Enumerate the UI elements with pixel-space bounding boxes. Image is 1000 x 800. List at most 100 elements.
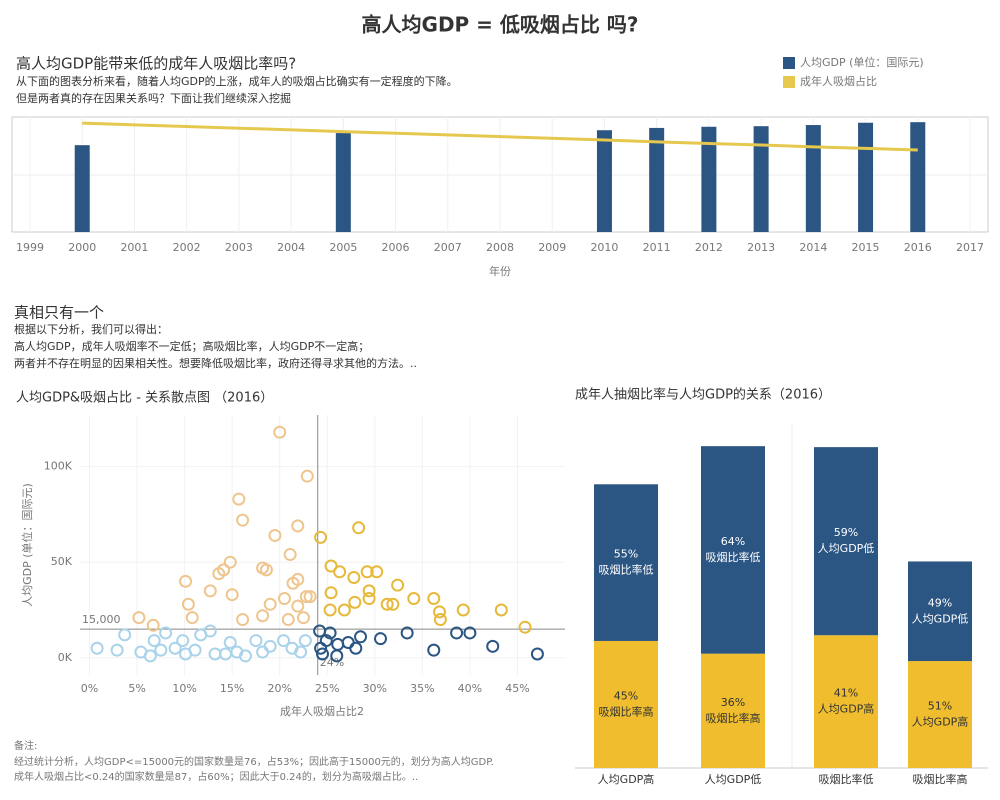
point [330, 649, 344, 663]
point [188, 643, 202, 657]
segment-group: 人均GDP高 [818, 702, 875, 716]
segment-share: 41% [834, 687, 858, 700]
point [494, 603, 508, 617]
legend-swatch [783, 57, 795, 69]
point [146, 618, 160, 632]
segment-group: 吸烟比率低 [599, 563, 654, 577]
chart-title: 高人均GDP能带来低的成年人吸烟比率吗? [16, 55, 296, 73]
point [352, 521, 366, 535]
x-tick-label: 2012 [695, 241, 723, 254]
point [256, 645, 270, 659]
x-tick-label: 1999 [16, 241, 44, 254]
point [263, 639, 277, 653]
x-tick-label: 5% [128, 682, 145, 695]
bar-segment [701, 446, 765, 654]
point [323, 603, 337, 617]
point [362, 584, 376, 598]
bar [805, 125, 821, 232]
point [530, 647, 544, 661]
point [294, 645, 308, 659]
y-tick-label: 100K [44, 460, 73, 473]
point [281, 613, 295, 627]
x-tick-label: 人均GDP高 [598, 772, 655, 786]
point [110, 643, 124, 657]
point [316, 647, 329, 661]
bar-segment [908, 661, 972, 768]
point [118, 628, 132, 642]
point [176, 634, 190, 648]
segment-share: 36% [721, 696, 745, 709]
point [433, 613, 447, 627]
point [391, 578, 405, 592]
point [319, 634, 333, 648]
x-axis-label: 成年人吸烟占比2 [280, 704, 364, 718]
point [277, 634, 291, 648]
point [400, 626, 414, 640]
notes-heading: 备注: [14, 739, 37, 752]
y-tick-label: 0K [58, 651, 73, 664]
notes-line: 成年人吸烟占比<0.24的国家数量是87，占60%；因此大于0.24的，划分为高… [14, 770, 418, 783]
x-axis-label: 年份 [489, 264, 511, 278]
point [203, 584, 217, 598]
x-tick-label: 2004 [277, 241, 305, 254]
point [212, 567, 226, 581]
segment-group: 吸烟比率低 [706, 550, 761, 564]
y-axis-label: 人均GDP (单位：国际元) [20, 483, 34, 607]
point [90, 641, 104, 655]
x-tick-label: 10% [172, 682, 196, 695]
point [380, 597, 394, 611]
x-tick-label: 30% [363, 682, 387, 695]
point [486, 639, 500, 653]
notes-line: 经过统计分析，人均GDP<=15000元的国家数量是76，占53%；因此高于15… [14, 755, 494, 768]
x-tick-label: 2002 [173, 241, 201, 254]
point [203, 624, 217, 638]
bar [649, 127, 665, 232]
bar-segment [814, 447, 878, 636]
x-tick-label: 2003 [225, 241, 253, 254]
segment-share: 45% [614, 689, 638, 702]
point [298, 634, 312, 648]
x-tick-label: 20% [267, 682, 291, 695]
bar-segment [701, 653, 765, 768]
point [427, 643, 441, 657]
point [432, 605, 446, 619]
reference-label: 15,000 [82, 613, 121, 626]
x-tick-label: 25% [315, 682, 339, 695]
point [154, 643, 168, 657]
bar [701, 126, 717, 232]
point [263, 597, 277, 611]
point [249, 634, 263, 648]
chart-title: 人均GDP&吸烟占比 - 关系散点图 （2016） [16, 391, 273, 406]
point [232, 492, 246, 506]
segment-share: 49% [928, 596, 952, 609]
point [347, 571, 361, 584]
point [159, 626, 173, 640]
section-line: 两者并不存在明显的因果相关性。想要降低吸烟比率，政府还得寻求其他的方法。.. [14, 356, 417, 370]
subtitle: 从下面的图表分析来看，随着人均GDP的上涨，成年人的吸烟占比确实有一定程度的下降… [16, 74, 458, 88]
point [323, 626, 337, 640]
legend-label: 成年人吸烟占比 [800, 74, 877, 88]
bar [858, 122, 874, 232]
point [291, 572, 305, 586]
point [314, 530, 328, 544]
bar [753, 126, 769, 232]
segment-group: 人均GDP低 [818, 542, 875, 555]
line [82, 121, 918, 152]
segment-group: 人均GDP低 [912, 612, 969, 625]
x-tick-label: 45% [505, 682, 529, 695]
point [427, 592, 441, 606]
point [291, 599, 305, 613]
point [456, 603, 470, 617]
point [225, 588, 239, 602]
bar [596, 130, 612, 232]
point [181, 597, 195, 611]
point [168, 641, 182, 655]
section-line: 高人均GDP，成年人吸烟率不一定低；高吸烟比率，人均GDP不一定高； [14, 339, 369, 353]
point [273, 425, 287, 439]
point [299, 590, 313, 604]
point [143, 649, 157, 663]
x-tick-label: 40% [458, 682, 482, 695]
point [349, 641, 363, 655]
point [277, 592, 291, 606]
